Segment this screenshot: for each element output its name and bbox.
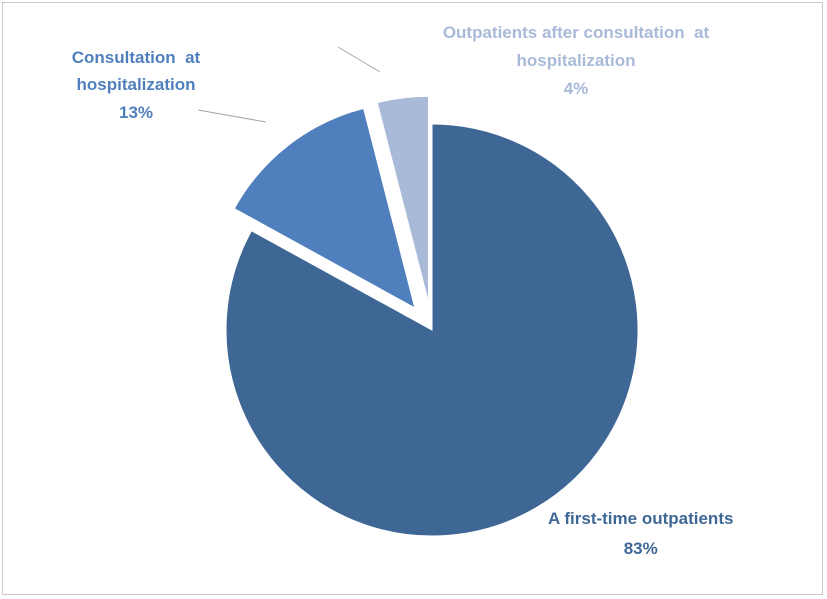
slice-value-label: 13% <box>119 103 153 122</box>
pie-slice <box>225 123 639 537</box>
slice-category-label: hospitalization <box>77 75 196 94</box>
pie-slice <box>376 95 429 303</box>
slice-category-label: Consultation at <box>72 48 201 67</box>
leader-lines <box>197 46 381 123</box>
data-labels: A first-time outpatients 83% Consultation … <box>72 23 734 558</box>
slice-value-label: 83% <box>624 539 658 558</box>
slice-category-label: A first-time outpatients <box>548 509 733 528</box>
pie-slices <box>225 95 639 537</box>
slice-category-label: hospitalization <box>517 51 636 70</box>
slice-value-label: 4% <box>564 79 589 98</box>
slice-category-label: Outpatients after consultation at <box>443 23 710 42</box>
leader-line <box>197 109 267 123</box>
leader-line <box>337 46 381 73</box>
pie-slice <box>233 107 416 309</box>
